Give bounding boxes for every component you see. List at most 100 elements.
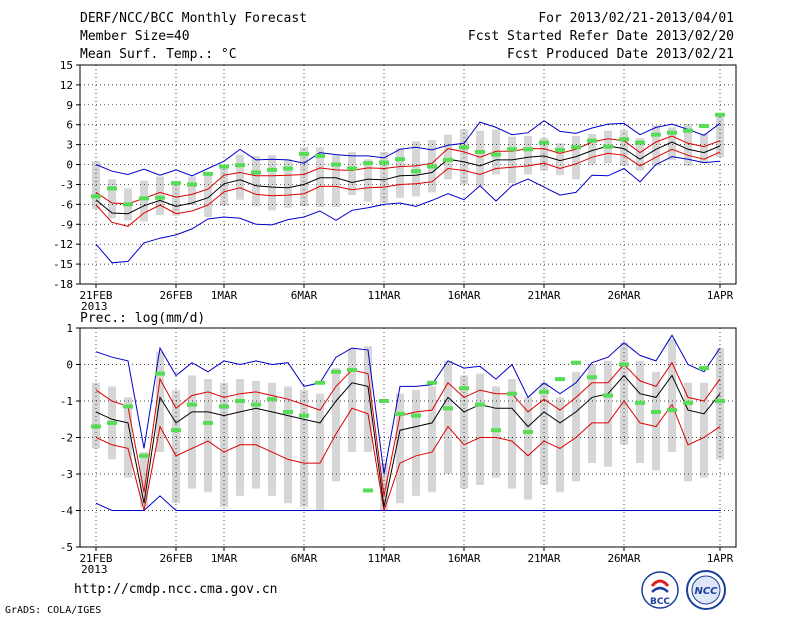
prec-marker: [219, 404, 229, 409]
variable-label: Mean Surf. Temp.: °C: [80, 47, 237, 62]
prec-marker: [555, 377, 565, 382]
temp-ytick-label: -18: [53, 278, 73, 291]
prec-marker: [443, 406, 453, 411]
temp-range-box: [172, 184, 180, 216]
bcc-logo: BCC: [641, 571, 679, 609]
precipitation-panel: 1 0 -1 -2 -3 -4 -5 21FEB 26FEB 1MAR 6MAR 11MAR 16MAR…: [60, 322, 737, 576]
prec-marker: [363, 488, 373, 493]
temp-marker: [91, 194, 101, 199]
temp-xtick-label: 16MAR: [447, 289, 480, 302]
temp-range-box: [220, 167, 228, 206]
temp-marker: [523, 147, 533, 152]
prec-marker: [683, 400, 693, 405]
temp-range-box: [348, 151, 356, 196]
prec-ytick-label: -1: [60, 395, 73, 408]
temp-xtick-label: 1APR: [707, 289, 734, 302]
prec-range-box: [284, 386, 292, 504]
prec-range-box: [428, 386, 436, 493]
temp-ytick-label: 6: [66, 119, 73, 132]
temp-range-box: [140, 180, 148, 222]
precip-title: Prec.: log(mm/d): [80, 311, 205, 326]
prec-range-box: [716, 348, 724, 460]
prec-marker: [283, 409, 293, 414]
temp-marker: [251, 170, 261, 175]
prec-range-box: [684, 382, 692, 482]
temp-range-box: [460, 129, 468, 185]
forecast-period: For 2013/02/21-2013/04/01: [538, 11, 734, 26]
prec-marker: [603, 393, 613, 398]
prec-ytick-label: -2: [60, 432, 73, 445]
temp-marker: [363, 161, 373, 166]
temp-range-box: [700, 134, 708, 164]
temp-marker: [219, 164, 229, 169]
temp-ytick-label: 12: [60, 79, 73, 92]
prec-marker: [651, 409, 661, 414]
temp-marker: [123, 202, 133, 207]
temp-min-line: [95, 156, 721, 264]
temp-marker: [187, 182, 197, 187]
prec-min-line: [95, 495, 720, 511]
prec-marker: [171, 428, 181, 433]
temp-ytick-label: -9: [60, 218, 73, 231]
prec-xtick-label: 21FEB: [79, 552, 112, 565]
temp-marker: [443, 157, 453, 162]
prec-range-box: [668, 338, 676, 453]
temp-range-box: [636, 138, 644, 171]
temp-ytick-label: 15: [60, 59, 73, 72]
temp-marker: [651, 132, 661, 137]
temp-upper-spread-line: [95, 135, 721, 205]
prec-marker: [187, 402, 197, 407]
prec-marker: [139, 453, 149, 458]
temp-marker: [315, 153, 325, 158]
prec-year-label: 2013: [81, 563, 108, 576]
grads-credit: GrADS: COLA/IGES: [5, 605, 102, 616]
prec-marker: [491, 428, 501, 433]
fcst-produced-date: Fcst Produced Date 2013/02/21: [507, 47, 734, 62]
temp-mean-line: [95, 141, 721, 215]
prec-xtick-label: 11MAR: [367, 552, 400, 565]
temp-range-box: [668, 127, 676, 160]
temp-ytick-label: -15: [53, 258, 73, 271]
temp-range-box: [412, 141, 420, 197]
temp-marker: [635, 140, 645, 145]
fcst-started-date: Fcst Started Refer Date 2013/02/20: [467, 29, 734, 44]
prec-marker: [539, 389, 549, 394]
temp-marker: [715, 112, 725, 117]
temp-marker: [267, 167, 277, 172]
prec-marker: [347, 367, 357, 372]
prec-marker: [203, 420, 213, 425]
prec-range-box: [652, 371, 660, 471]
temp-ytick-label: -6: [60, 198, 73, 211]
prec-marker: [379, 399, 389, 403]
temp-marker: [475, 149, 485, 154]
temp-range-box: [524, 136, 532, 175]
prec-range-box: [252, 380, 260, 489]
temp-marker: [395, 157, 405, 162]
prec-range-box: [380, 463, 388, 511]
prec-marker: [123, 404, 133, 409]
prec-range-box: [316, 393, 324, 511]
prec-xtick-label: 6MAR: [291, 552, 318, 565]
temp-range-box: [188, 176, 196, 206]
temp-marker: [155, 195, 165, 200]
temp-range-box: [572, 136, 580, 180]
bcc-logo-text: BCC: [650, 597, 670, 607]
prec-marker: [507, 391, 517, 396]
prec-range-box: [604, 360, 612, 467]
prec-range-box: [92, 382, 100, 449]
website-url[interactable]: http://cmdp.ncc.cma.gov.cn: [74, 582, 278, 597]
prec-range-box: [332, 368, 340, 482]
temp-range-box: [716, 114, 724, 158]
prec-lower-spread-line: [95, 400, 721, 511]
temp-range-box: [652, 125, 660, 166]
prec-marker: [315, 380, 325, 385]
prec-range-box: [476, 373, 484, 485]
prec-max-line: [95, 334, 721, 475]
prec-marker: [395, 411, 405, 416]
temp-marker: [587, 138, 597, 143]
prec-marker: [619, 362, 629, 367]
temp-max-line: [95, 120, 721, 177]
prec-marker: [299, 413, 309, 418]
prec-marker: [715, 399, 725, 403]
